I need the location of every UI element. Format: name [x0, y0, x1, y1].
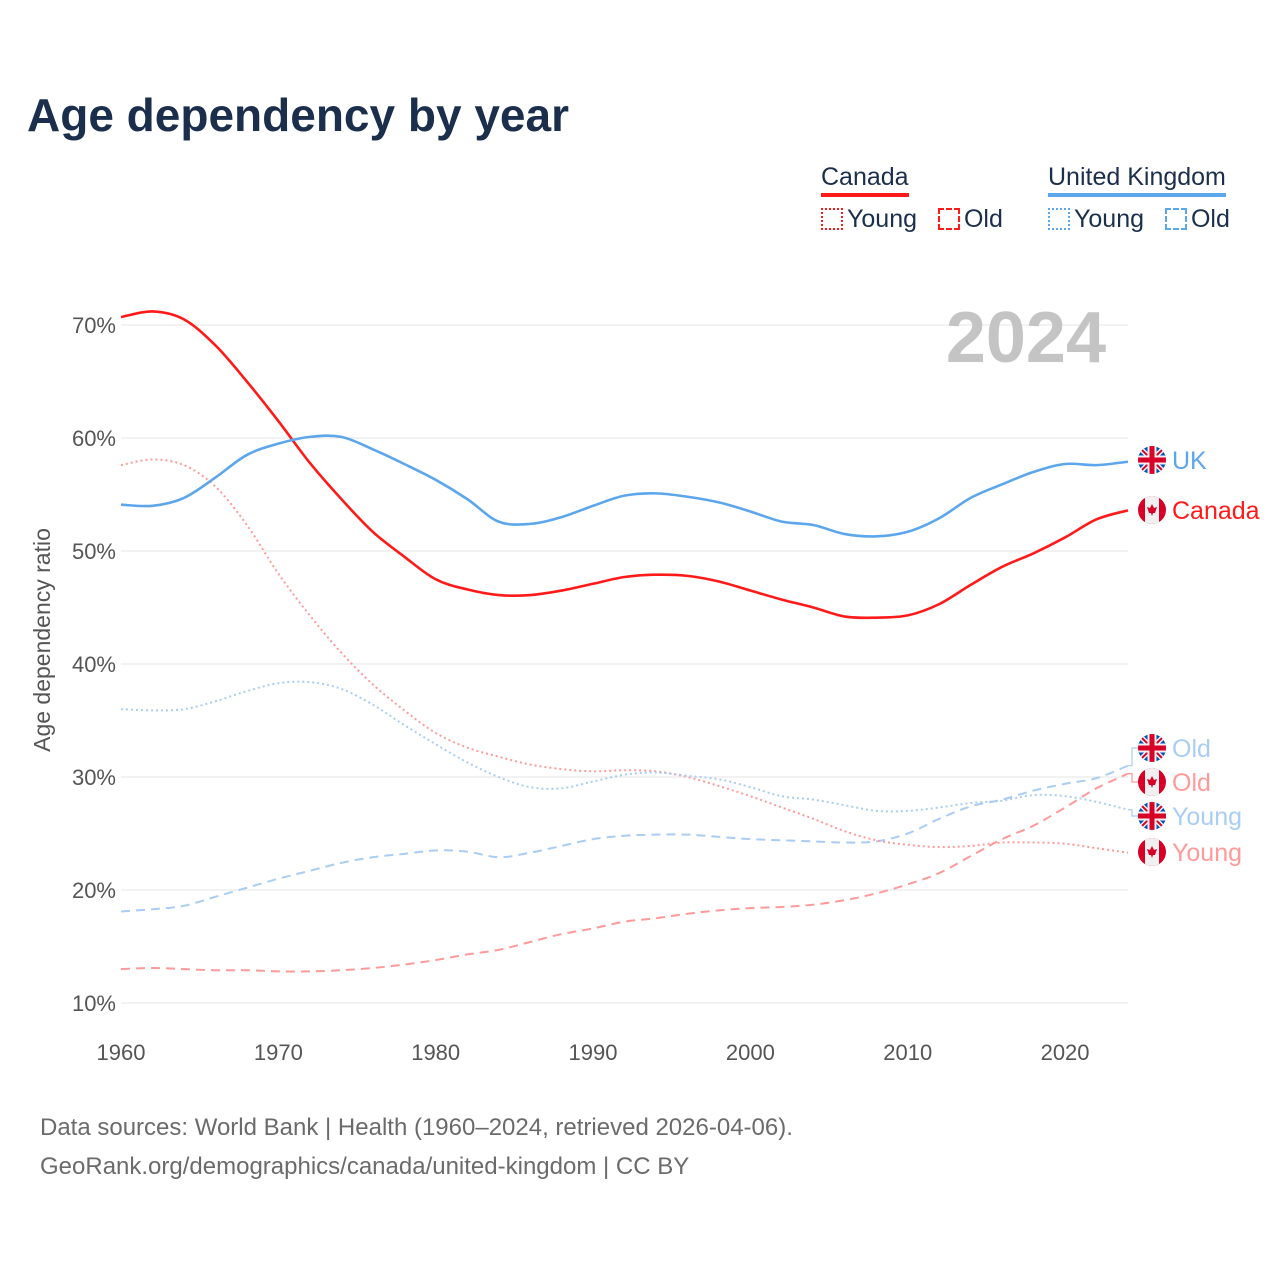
source-note: Data sources: World Bank | Health (1960–… [40, 1108, 793, 1186]
series-line-canada-old [120, 772, 1129, 973]
source-link[interactable]: GeoRank.org/demographics/canada/united-k… [40, 1153, 690, 1180]
end-label-canada-young: Young [1172, 839, 1242, 867]
legend-canada-young[interactable]: Young [821, 205, 917, 234]
uk-flag-icon [1138, 802, 1166, 830]
y-tick-label: 40% [72, 652, 116, 677]
dashed-swatch-icon [1164, 208, 1187, 230]
legend-uk-title: United Kingdom [1048, 163, 1226, 197]
chart-title: Age dependency by year [27, 89, 569, 141]
y-tick-label: 60% [72, 426, 116, 451]
canada-flag-icon [1138, 838, 1166, 866]
dotted-swatch-icon [821, 208, 843, 230]
uk-flag-icon [1138, 734, 1166, 762]
series-line-united-kingdom-young [120, 680, 1129, 813]
legend-uk-old[interactable]: Old [1164, 205, 1230, 234]
legend-canada-title: Canada [821, 163, 909, 197]
end-label-canada: Canada [1172, 497, 1260, 525]
legend-uk: United Kingdom Young Old [1048, 163, 1230, 234]
current-year-label: 2024 [946, 298, 1106, 378]
end-label-united-kingdom-old: Old [1172, 735, 1211, 763]
dotted-swatch-icon [1048, 208, 1070, 230]
series-line-united-kingdom-old [120, 764, 1129, 913]
source-line: Data sources: World Bank | Health (1960–… [40, 1114, 793, 1141]
end-label-united-kingdom-young: Young [1172, 803, 1242, 831]
x-tick-label: 2000 [726, 1040, 775, 1065]
series-line-united-kingdom [120, 434, 1129, 538]
series-line-canada-young [120, 458, 1129, 854]
label-connector [1128, 809, 1138, 817]
legend-canada: Canada Young Old [821, 163, 1017, 234]
label-connector [1128, 747, 1138, 767]
y-axis-label: Age dependency ratio [29, 528, 55, 752]
x-tick-label: 1960 [97, 1040, 146, 1065]
y-tick-label: 30% [72, 765, 116, 790]
uk-flag-icon [1138, 446, 1166, 474]
x-tick-label: 1980 [411, 1040, 460, 1065]
end-label-canada-old: Old [1172, 769, 1211, 797]
label-connector [1128, 773, 1138, 783]
series-line-canada [120, 310, 1129, 620]
canada-flag-icon [1138, 768, 1166, 796]
x-tick-label: 1970 [254, 1040, 303, 1065]
y-tick-label: 70% [72, 313, 116, 338]
end-label-united-kingdom: UK [1172, 447, 1207, 475]
y-tick-label: 20% [72, 878, 116, 903]
legend-canada-old[interactable]: Old [937, 205, 1003, 234]
dashed-swatch-icon [937, 208, 960, 230]
x-tick-label: 1990 [569, 1040, 618, 1065]
x-tick-label: 2020 [1041, 1040, 1090, 1065]
y-tick-label: 50% [72, 539, 116, 564]
canada-flag-icon [1138, 496, 1166, 524]
x-tick-label: 2010 [883, 1040, 932, 1065]
legend-uk-young[interactable]: Young [1048, 205, 1144, 234]
y-tick-label: 10% [72, 991, 116, 1016]
